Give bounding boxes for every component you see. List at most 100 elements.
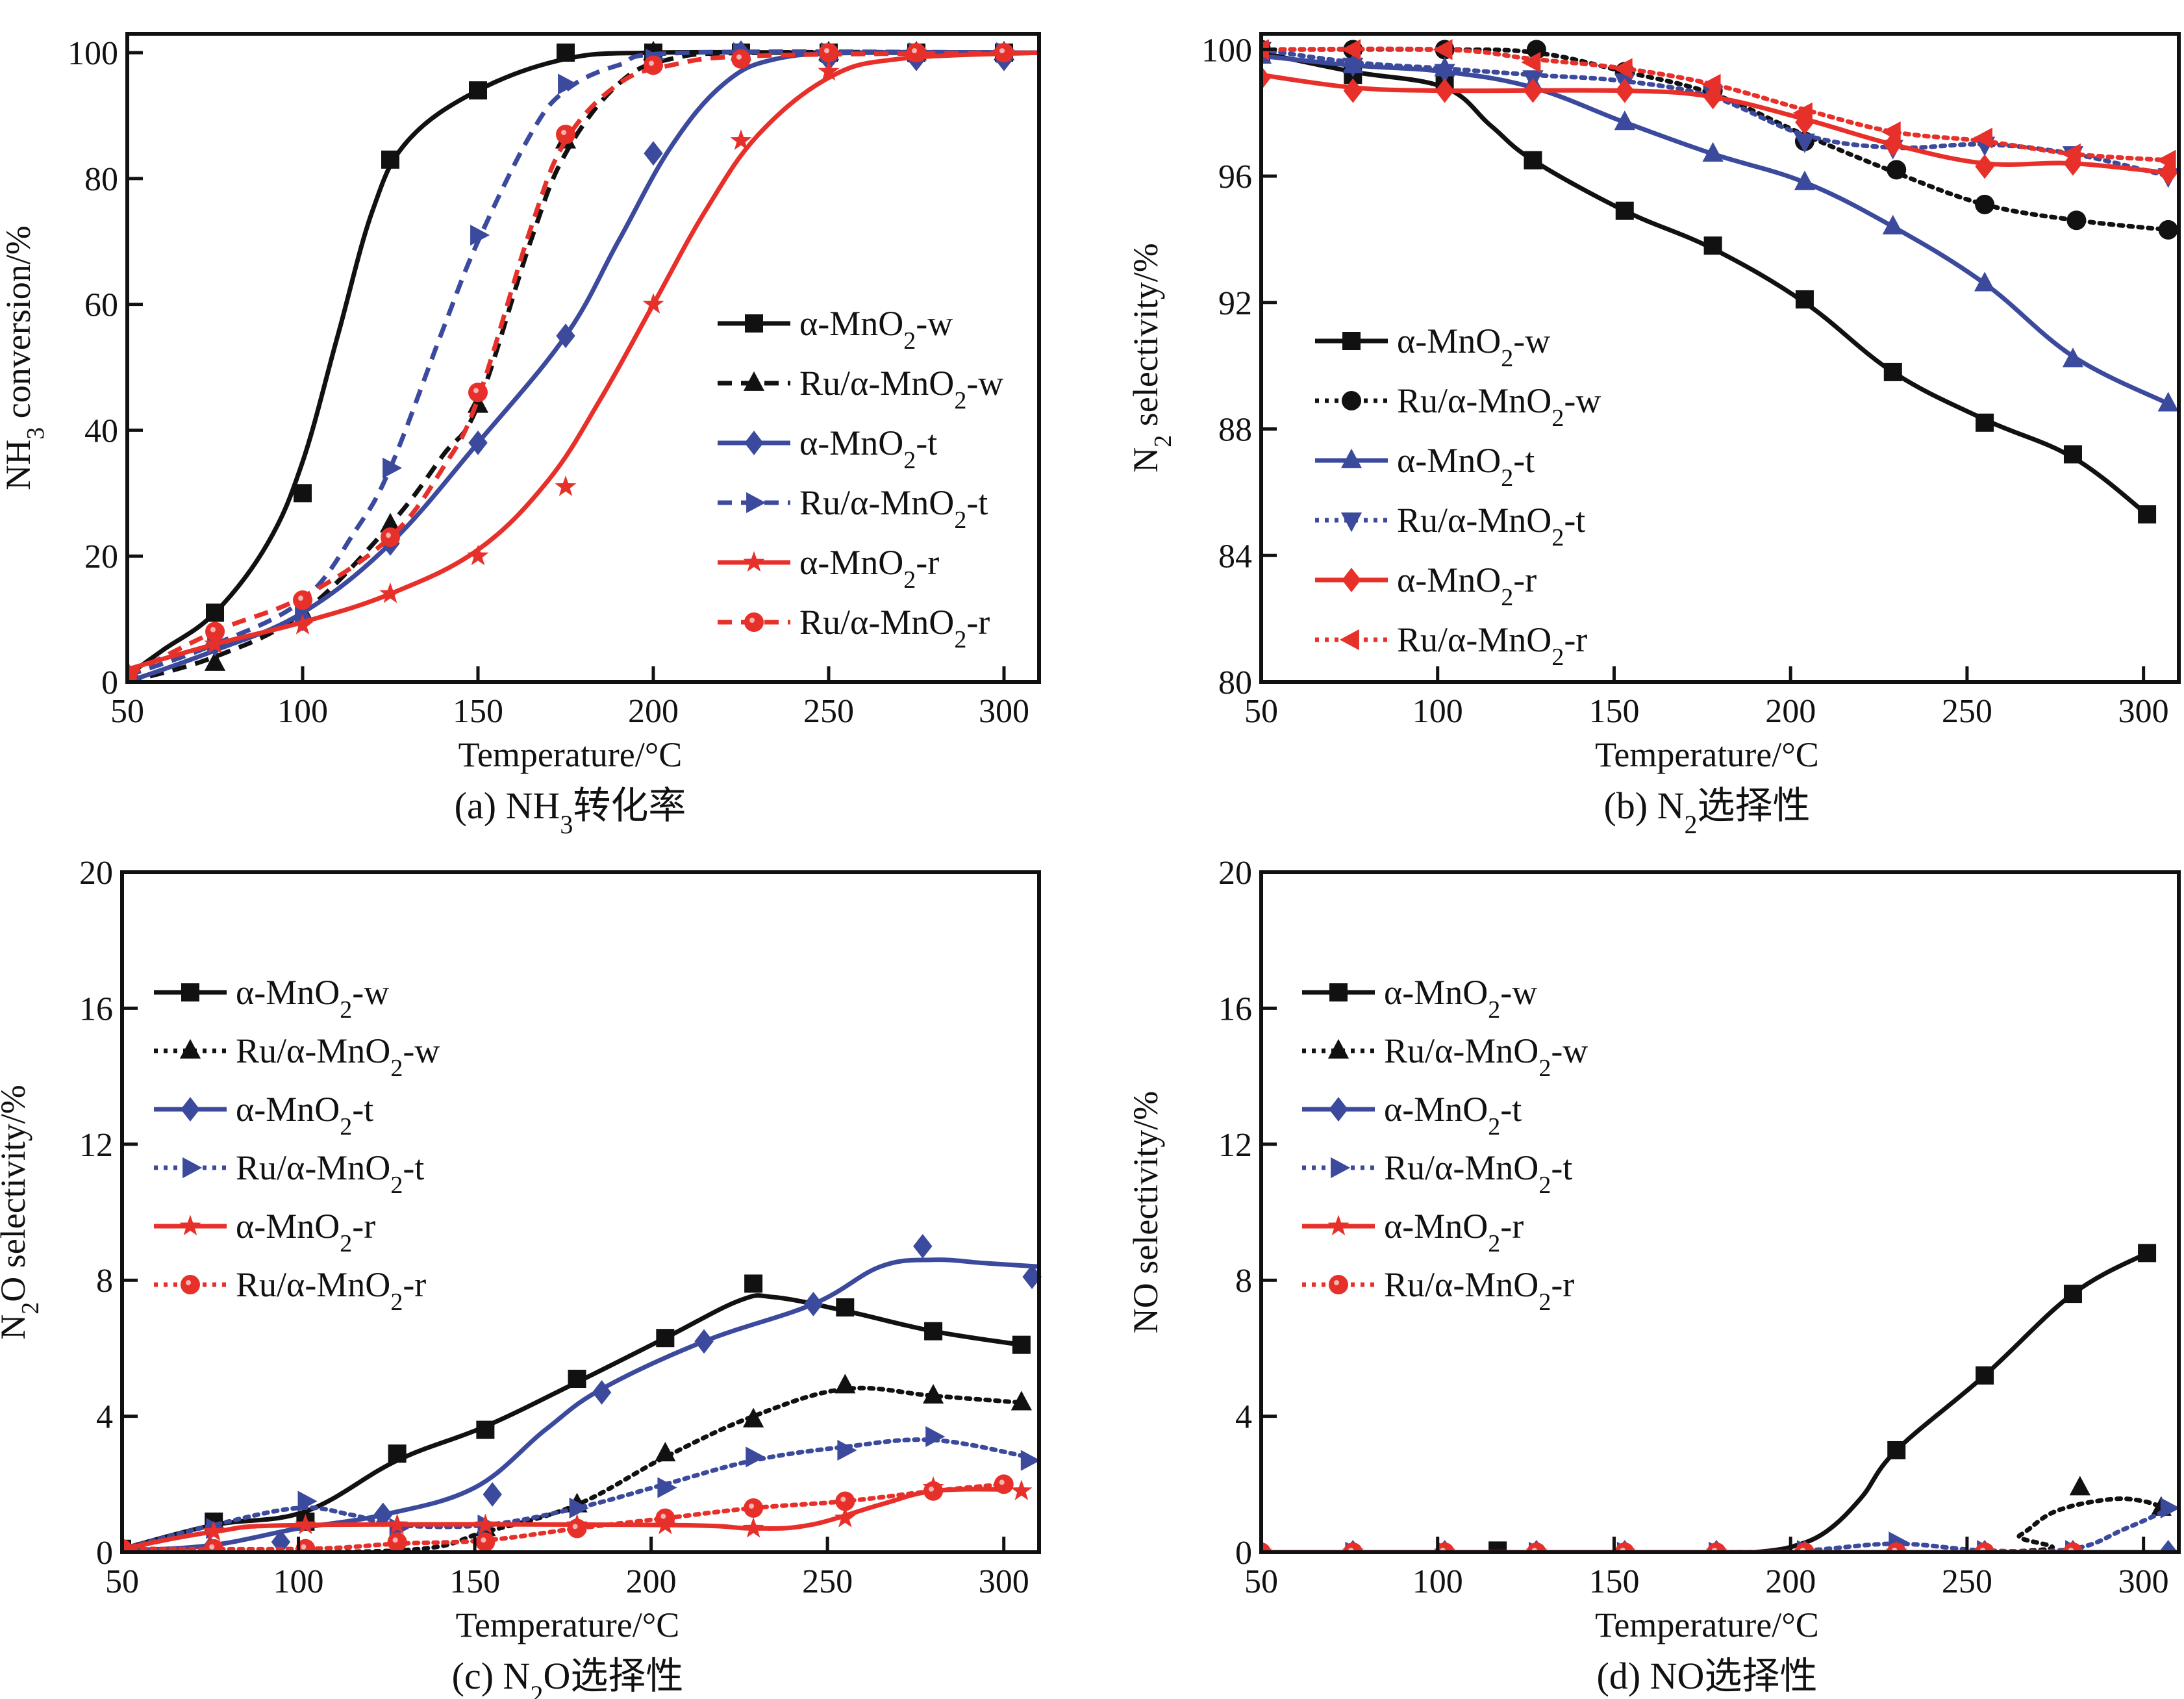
data-point-c-a_r-1 xyxy=(203,1520,225,1541)
data-point-d-a_w-3 xyxy=(2063,1285,2082,1303)
caption-d: (d) NO选择性 xyxy=(1597,1655,1818,1697)
data-point-c-ru_r-4 xyxy=(475,1532,496,1552)
data-point-b-a_t-6 xyxy=(1794,170,1816,190)
legend-label-b-a_w: α-MnO2-w xyxy=(1397,321,1550,372)
chart-panel-b: 50 100 150 200 250 300 80 84 88 92 96 100 Temperatur… xyxy=(1126,32,2181,839)
data-point-d-a_w-1 xyxy=(1887,1441,1906,1459)
x-tick-label-d-4: 250 xyxy=(1942,1563,1992,1600)
data-point-d-ru_w-9 xyxy=(2069,1476,2090,1496)
marker-highlight xyxy=(392,1537,398,1543)
data-point-b-ru_w-9 xyxy=(2066,210,2087,231)
data-point-d-ru_r-8 xyxy=(1975,1542,1995,1552)
chart-panel-d: 50 100 150 200 250 300 0 4 8 12 16 20 Temperature/°C… xyxy=(1126,855,2181,1697)
y-tick-label-d-2: 8 xyxy=(1235,1263,1252,1300)
data-point-a-a_r-1 xyxy=(204,633,226,654)
data-point-d-ru_r-9 xyxy=(2063,1542,2083,1552)
data-point-c-ru_t-2 xyxy=(297,1491,318,1512)
data-point-a-ru_r-4 xyxy=(468,383,488,403)
plot-frame-c xyxy=(120,870,1041,1554)
data-point-d-ru_r-2 xyxy=(1435,1542,1455,1552)
data-point-b-ru_w-3 xyxy=(1526,40,1546,60)
data-point-a-ru_r-2 xyxy=(293,590,312,610)
legend-marker-swatch xyxy=(179,1038,201,1059)
legend-item-a-ru_w: Ru/α-MnO2-w xyxy=(718,364,1003,414)
data-point-b-ru_r-5 xyxy=(1701,73,1721,95)
x-tick-label-b-0: 50 xyxy=(1244,693,1278,730)
data-point-c-a_t-6 xyxy=(694,1329,714,1354)
y-tick-label-c-1: 4 xyxy=(96,1399,113,1436)
legend-marker-swatch xyxy=(746,492,766,514)
legend-marker-swatch xyxy=(182,1157,203,1179)
caption-b: (b) N2选择性 xyxy=(1603,785,1810,839)
marker-highlight xyxy=(736,54,742,60)
data-point-a-a_r-7 xyxy=(730,129,752,150)
data-point-c-ru_t-9 xyxy=(925,1426,946,1448)
marker-highlight xyxy=(481,1537,486,1543)
marker-highlight xyxy=(561,130,566,136)
legend-label-d-a_r: α-MnO2-r xyxy=(1384,1207,1524,1257)
x-tick-label-a-3: 200 xyxy=(628,693,679,730)
x-tick-label-a-1: 100 xyxy=(277,693,328,730)
data-point-b-a_r-4 xyxy=(1615,78,1635,103)
data-point-c-a_t-2 xyxy=(271,1529,291,1552)
legend-a: α-MnO2-w Ru/α-MnO2-w α-MnO2-t Ru/α-MnO2-t α-… xyxy=(718,304,1003,653)
y-tick-label-d-3: 12 xyxy=(1218,1127,1252,1164)
data-point-b-ru_r-6 xyxy=(1792,102,1813,123)
legend-marker-swatch xyxy=(1340,512,1362,533)
data-point-b-a_r-0 xyxy=(1261,66,1271,91)
marker-highlight xyxy=(210,627,216,633)
data-point-d-ru_t-10 xyxy=(2160,1497,2180,1519)
series-d-a_w xyxy=(1488,1244,2157,1552)
data-point-b-a_w-8 xyxy=(1976,413,1994,432)
data-point-c-a_t-5 xyxy=(592,1380,612,1405)
x-tick-label-a-4: 250 xyxy=(803,693,854,730)
y-tick-label-b-0: 80 xyxy=(1218,664,1252,701)
y-axis-title-c: N2O selectivity/% xyxy=(0,1085,44,1339)
marker-highlight xyxy=(301,1544,307,1550)
legend-label-a-ru_w: Ru/α-MnO2-w xyxy=(799,364,1003,414)
marker-highlight xyxy=(660,1513,666,1519)
legend-marker-swatch xyxy=(744,612,764,632)
data-point-b-a_w-10 xyxy=(2138,505,2157,523)
data-point-b-a_t-8 xyxy=(1974,271,1996,292)
series-b-ru_r xyxy=(1261,39,2176,171)
marker-highlight xyxy=(1334,1280,1339,1285)
series-c-a_t xyxy=(122,1233,1042,1552)
legend-label-b-ru_t: Ru/α-MnO2-t xyxy=(1397,501,1585,551)
data-point-c-a_t-3 xyxy=(373,1502,393,1528)
legend-marker-swatch xyxy=(181,1097,200,1122)
data-point-a-ru_w-3 xyxy=(379,512,401,533)
data-point-c-ru_w-7 xyxy=(743,1407,764,1428)
legend-label-b-ru_w: Ru/α-MnO2-w xyxy=(1397,381,1601,432)
chart-panel-c: 50 100 150 200 250 300 0 4 8 12 16 20 Temperature/°C… xyxy=(0,855,1042,1699)
legend-item-a-ru_t: Ru/α-MnO2-t xyxy=(718,483,988,534)
legend-marker-swatch xyxy=(1342,391,1361,410)
legend-label-b-ru_r: Ru/α-MnO2-r xyxy=(1397,620,1587,671)
data-point-c-ru_t-6 xyxy=(657,1477,677,1498)
data-point-c-ru_r-7 xyxy=(744,1498,764,1518)
data-point-a-a_t-6 xyxy=(644,141,663,166)
marker-highlight xyxy=(999,48,1005,54)
y-tick-label-d-0: 0 xyxy=(1235,1535,1252,1572)
legend-label-a-a_t: α-MnO2-t xyxy=(799,423,937,474)
data-point-d-a_t-10 xyxy=(2158,1540,2178,1552)
data-point-c-a_w-10 xyxy=(1012,1335,1031,1354)
marker-highlight xyxy=(912,48,917,54)
plot-frame-a xyxy=(125,32,1041,684)
data-point-c-a_t-4 xyxy=(483,1482,502,1507)
y-tick-label-c-5: 20 xyxy=(79,855,113,892)
data-point-c-a_t-7 xyxy=(803,1291,823,1316)
data-point-b-a_w-9 xyxy=(2063,445,2082,464)
data-point-b-ru_t-2 xyxy=(1434,64,1455,84)
x-tick-label-d-3: 200 xyxy=(1765,1563,1816,1600)
x-tick-label-a-0: 50 xyxy=(110,693,144,730)
data-point-b-a_r-8 xyxy=(1975,154,1994,179)
legend-label-d-a_w: α-MnO2-w xyxy=(1384,973,1537,1024)
legend-item-b-a_w: α-MnO2-w xyxy=(1315,321,1550,372)
legend-item-d-ru_w: Ru/α-MnO2-w xyxy=(1302,1031,1588,1082)
series-line-b-ru_r xyxy=(1261,46,2171,163)
data-point-a-ru_r-10 xyxy=(994,43,1014,63)
x-tick-label-c-5: 300 xyxy=(979,1563,1029,1600)
x-tick-label-b-5: 300 xyxy=(2118,693,2169,730)
legend-item-b-a_t: α-MnO2-t xyxy=(1315,441,1535,492)
